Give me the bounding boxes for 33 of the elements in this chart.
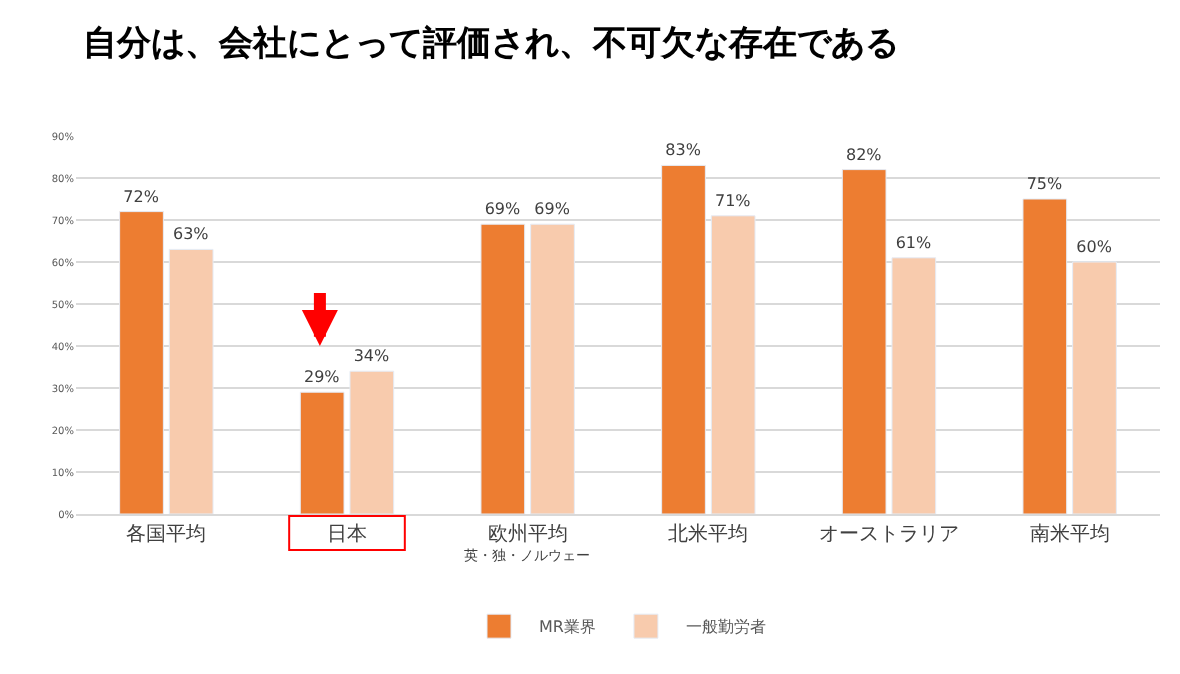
x-tick-label: 北米平均 [668, 522, 749, 546]
data-label: 72% [123, 187, 160, 206]
bar [1022, 198, 1068, 514]
data-label: 63% [173, 225, 210, 244]
legend-label: MR業界 [539, 618, 596, 637]
data-label: 61% [895, 233, 933, 252]
bar [841, 169, 887, 514]
data-label: 69% [534, 200, 571, 219]
chart-title: 自分は、会社にとって評価され、不可欠な存在である [82, 24, 899, 65]
data-label: 69% [484, 200, 521, 219]
data-label: 29% [303, 368, 341, 387]
data-label: 75% [1026, 175, 1063, 193]
bar [661, 164, 706, 514]
data-label: 71% [715, 191, 752, 210]
x-tick-label: 欧州平均 [487, 522, 568, 546]
data-label: 82% [845, 145, 883, 164]
x-tick-label: 各国平均 [126, 522, 207, 546]
bar [349, 370, 395, 514]
x-tick-label: オーストラリア [819, 524, 959, 546]
bar [480, 223, 526, 514]
bar [891, 257, 937, 514]
x-tick-label: 南米平均 [1029, 522, 1110, 546]
data-label: 83% [665, 141, 702, 160]
x-tick-label: 日本 [327, 522, 367, 546]
legend-label: 一般勤労者 [685, 618, 766, 637]
bar [119, 211, 164, 514]
bar [168, 248, 214, 514]
bar [710, 215, 756, 514]
data-label: 60% [1076, 238, 1113, 256]
bar [299, 391, 345, 514]
data-label: 34% [353, 347, 391, 366]
bar [530, 223, 575, 514]
bar [1072, 261, 1117, 514]
